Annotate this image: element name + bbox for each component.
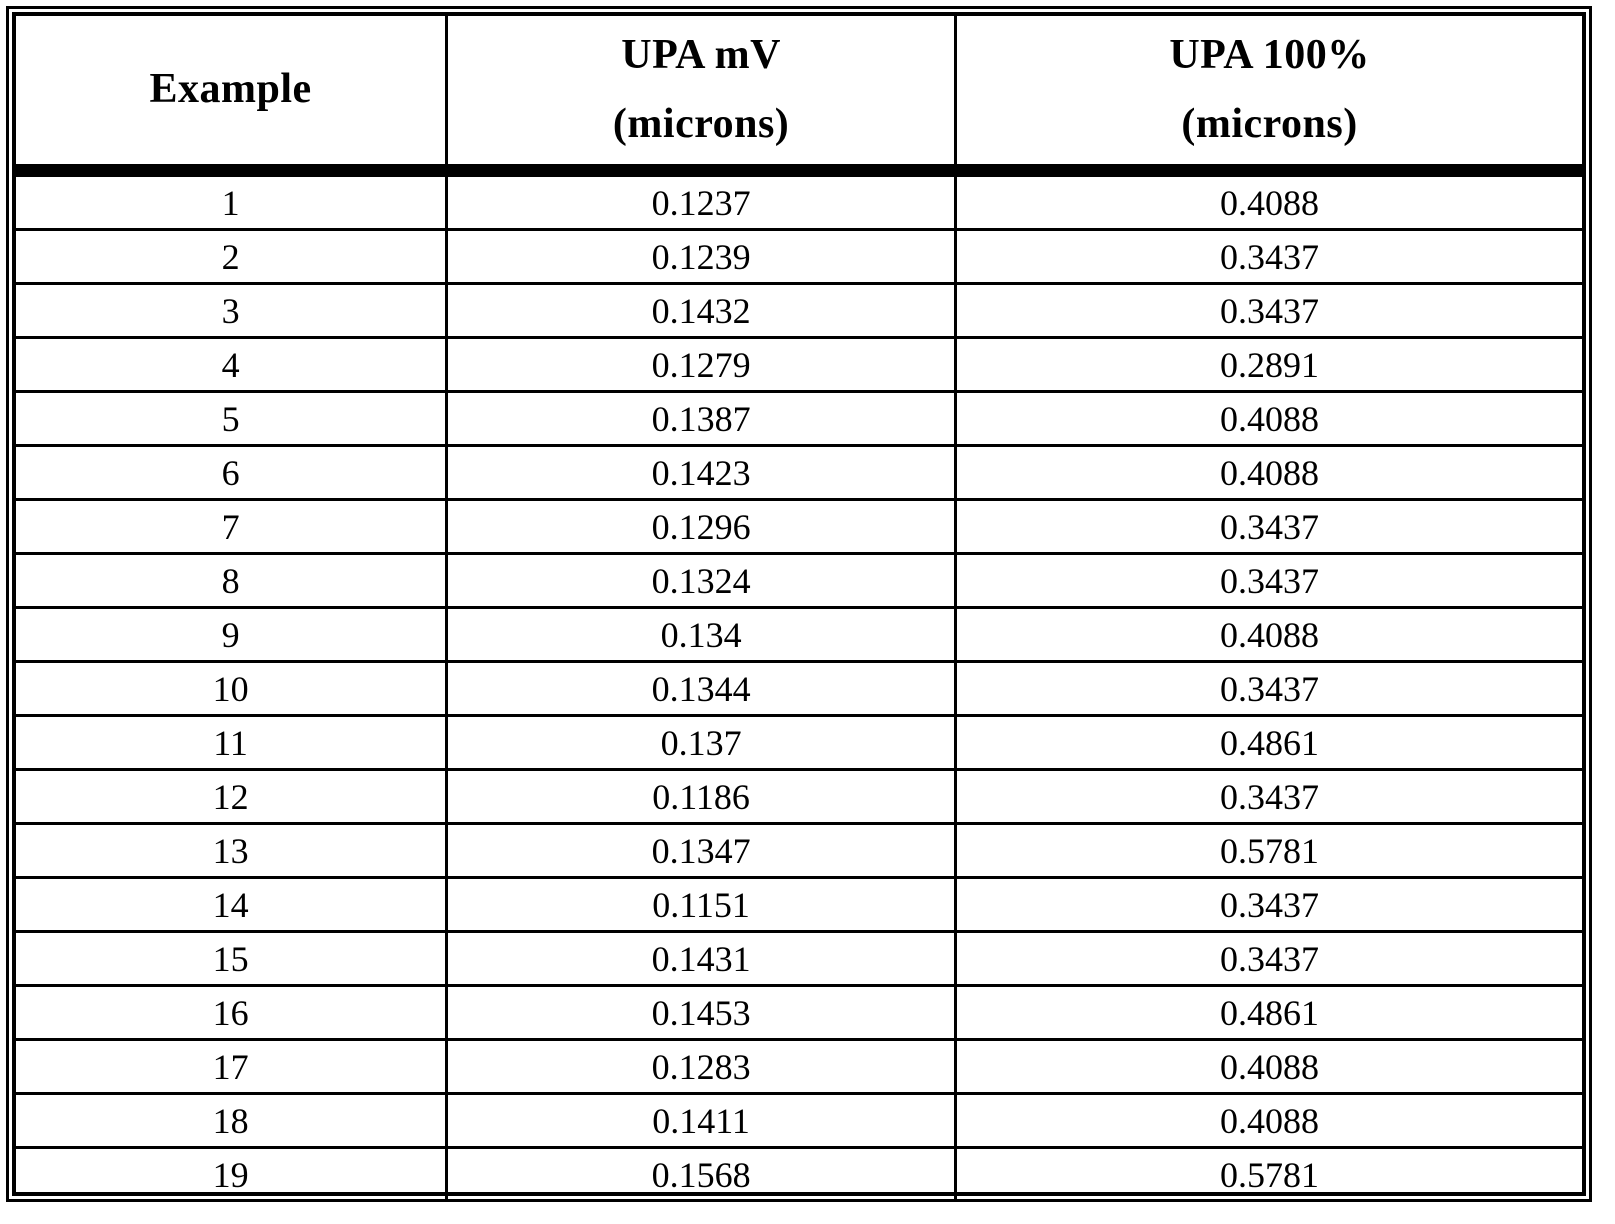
cell-upa-100: 0.2891 [954, 336, 1582, 392]
cell-upa-100: 0.5781 [954, 1146, 1582, 1200]
cell-upa-mv: 0.1347 [445, 822, 956, 878]
cell-upa-100: 0.3437 [954, 552, 1582, 608]
cell-upa-mv: 0.1432 [445, 282, 956, 338]
cell-upa-100: 0.4861 [954, 714, 1582, 770]
table-row: 15 0.1431 0.3437 [16, 930, 1582, 986]
cell-upa-mv: 0.1387 [445, 390, 956, 446]
cell-upa-100: 0.3437 [954, 282, 1582, 338]
cell-example: 2 [16, 228, 447, 284]
cell-upa-100: 0.4088 [954, 170, 1582, 230]
cell-upa-mv: 0.1411 [445, 1092, 956, 1148]
cell-upa-mv: 0.1324 [445, 552, 956, 608]
table-row: 11 0.137 0.4861 [16, 714, 1582, 770]
cell-example: 18 [16, 1092, 447, 1148]
cell-upa-100: 0.3437 [954, 930, 1582, 986]
table-header: Example UPA mV (microns) UPA 100% (micro… [16, 16, 1582, 177]
header-cell-upa-mv: UPA mV (microns) [445, 16, 956, 177]
cell-upa-100: 0.3437 [954, 660, 1582, 716]
cell-example: 19 [16, 1146, 447, 1200]
cell-upa-mv: 0.1453 [445, 984, 956, 1040]
header-cell-example: Example [16, 16, 447, 177]
cell-upa-100: 0.3437 [954, 768, 1582, 824]
cell-upa-mv: 0.1423 [445, 444, 956, 500]
cell-upa-mv: 0.134 [445, 606, 956, 662]
cell-upa-100: 0.4088 [954, 1038, 1582, 1094]
cell-example: 17 [16, 1038, 447, 1094]
table-row: 13 0.1347 0.5781 [16, 822, 1582, 878]
header-sublabel: (microns) [612, 101, 790, 147]
data-table: Example UPA mV (microns) UPA 100% (micro… [16, 16, 1582, 1200]
table-body: 1 0.1237 0.4088 2 0.1239 0.3437 3 0.1432… [16, 170, 1582, 1200]
cell-upa-mv: 0.1279 [445, 336, 956, 392]
table-row: 2 0.1239 0.3437 [16, 228, 1582, 284]
cell-upa-100: 0.4088 [954, 390, 1582, 446]
cell-example: 12 [16, 768, 447, 824]
cell-upa-mv: 0.1344 [445, 660, 956, 716]
cell-upa-mv: 0.137 [445, 714, 956, 770]
cell-example: 10 [16, 660, 447, 716]
table-row: 3 0.1432 0.3437 [16, 282, 1582, 338]
table-row: 1 0.1237 0.4088 [16, 170, 1582, 230]
table-row: 9 0.134 0.4088 [16, 606, 1582, 662]
cell-example: 9 [16, 606, 447, 662]
cell-upa-mv: 0.1283 [445, 1038, 956, 1094]
table-row: 10 0.1344 0.3437 [16, 660, 1582, 716]
table-row: 7 0.1296 0.3437 [16, 498, 1582, 554]
table-row: 6 0.1423 0.4088 [16, 444, 1582, 500]
cell-upa-100: 0.5781 [954, 822, 1582, 878]
cell-example: 1 [221, 182, 240, 223]
cell-upa-mv: 0.1151 [445, 876, 956, 932]
header-sublabel: (microns) [1181, 101, 1358, 147]
cell-example: 16 [16, 984, 447, 1040]
table-row: 14 0.1151 0.3437 [16, 876, 1582, 932]
cell-example: 14 [16, 876, 447, 932]
cell-example: 4 [16, 336, 447, 392]
cell-upa-100: 0.4088 [954, 606, 1582, 662]
cell-example: 15 [16, 930, 447, 986]
header-cell-upa-100: UPA 100% (microns) [954, 16, 1582, 177]
cell-upa-100: 0.3437 [954, 876, 1582, 932]
cell-upa-mv: 0.1186 [445, 768, 956, 824]
cell-upa-100: 0.4861 [954, 984, 1582, 1040]
cell-upa-mv: 0.1237 [445, 170, 956, 230]
cell-upa-100: 0.3437 [954, 228, 1582, 284]
table-row: 5 0.1387 0.4088 [16, 390, 1582, 446]
cell-upa-100: 0.4088 [954, 444, 1582, 500]
cell-upa-mv: 0.1431 [445, 930, 956, 986]
table-row: 18 0.1411 0.4088 [16, 1092, 1582, 1148]
cell-upa-100: 0.3437 [954, 498, 1582, 554]
header-label: UPA 100% [1169, 31, 1370, 78]
table-row: 8 0.1324 0.3437 [16, 552, 1582, 608]
cell-example: 13 [16, 822, 447, 878]
cell-upa-mv: 0.1296 [445, 498, 956, 554]
cell-upa-mv: 0.1239 [445, 228, 956, 284]
cell-example: 5 [16, 390, 447, 446]
cell-upa-mv: 0.1568 [445, 1146, 956, 1200]
cell-example: 11 [16, 714, 447, 770]
cell-example: 3 [16, 282, 447, 338]
table-row: 4 0.1279 0.2891 [16, 336, 1582, 392]
table-row: 12 0.1186 0.3437 [16, 768, 1582, 824]
cell-example: 7 [16, 498, 447, 554]
header-label: UPA mV [621, 31, 781, 78]
cell-example: 6 [16, 444, 447, 500]
header-label: Example [149, 66, 312, 113]
table-inner-border: Example UPA mV (microns) UPA 100% (micro… [12, 12, 1586, 1200]
cell-upa-100: 0.4088 [954, 1092, 1582, 1148]
table-row: 19 0.1568 0.5781 [16, 1146, 1582, 1200]
table-row: 16 0.1453 0.4861 [16, 984, 1582, 1040]
cell-example: 8 [16, 552, 447, 608]
header-row: Example UPA mV (microns) UPA 100% (micro… [16, 16, 1582, 177]
table-outer-border: Example UPA mV (microns) UPA 100% (micro… [6, 6, 1592, 1202]
table-row: 17 0.1283 0.4088 [16, 1038, 1582, 1094]
